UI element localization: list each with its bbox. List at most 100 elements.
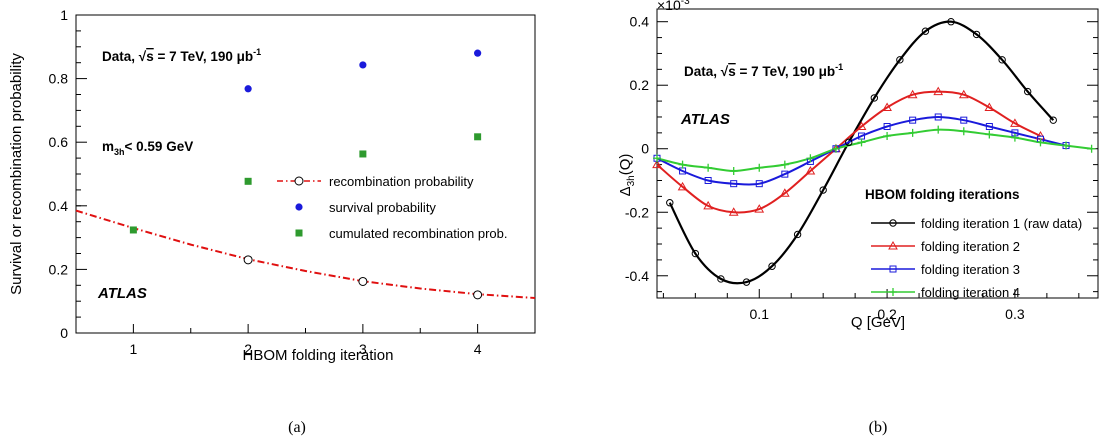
series-point-4 <box>883 132 892 141</box>
panel-b-atlas-label: ATLAS <box>680 111 730 128</box>
series-point-4 <box>857 138 866 147</box>
series-point-1 <box>921 27 930 35</box>
panel-b-ytick-label: 0.2 <box>630 77 650 93</box>
legend-label-4: folding iteration 4 <box>921 285 1020 300</box>
series-point-3 <box>934 113 942 121</box>
series-point-2 <box>958 89 969 99</box>
series-point-3 <box>909 116 917 124</box>
series-point-4 <box>908 128 917 137</box>
panel-b-marks <box>652 18 1096 286</box>
cumulated-point <box>359 150 367 158</box>
cumulated-point <box>129 226 137 234</box>
panel-b-xlabel: Q [GeV] <box>851 314 905 331</box>
panel-b-ticks: 0.1 0.2 0.3 -0.4 -0.2 0 0.2 0.4 <box>625 14 1098 322</box>
series-point-1 <box>972 30 981 39</box>
series-point-1 <box>691 249 700 258</box>
series-point-2 <box>677 181 688 191</box>
series-point-4 <box>755 163 764 172</box>
series-point-2 <box>933 86 944 96</box>
panel-b-xtick-label: 0.1 <box>750 306 770 322</box>
legend-survival-label: survival probability <box>329 200 436 215</box>
recombination-point <box>358 276 368 286</box>
panel-a-data-label: Data, √s = 7 TeV, 190 μb-1 <box>102 47 261 64</box>
series-point-4 <box>806 154 815 163</box>
panel-a-ytick-label: 1 <box>60 7 68 23</box>
series-point-1 <box>896 56 904 64</box>
legend-label-3: folding iteration 3 <box>921 262 1020 277</box>
series-point-4 <box>704 163 713 172</box>
panel-b-ytick-label: -0.2 <box>625 204 649 220</box>
legend-recomb-marker <box>294 176 304 186</box>
series-point-1 <box>1049 116 1057 124</box>
series-point-1 <box>742 278 751 286</box>
series-point-3 <box>960 116 968 124</box>
series-point-4 <box>934 125 943 134</box>
panel-b-ytick-label: 0 <box>641 141 649 157</box>
series-point-3 <box>730 180 738 188</box>
panel-b-data-label: Data, √s = 7 TeV, 190 μb-1 <box>684 62 843 79</box>
series-point-1 <box>793 230 802 239</box>
series-point-2 <box>703 200 713 210</box>
series-point-4 <box>729 166 738 175</box>
series-curve-1 <box>668 20 1055 285</box>
panel-a-atlas-label: ATLAS <box>97 285 147 302</box>
series-point-4 <box>1087 144 1096 153</box>
series-point-3 <box>985 123 993 131</box>
series-point-2 <box>856 121 867 131</box>
panel-b-frame <box>656 8 1099 299</box>
series-point-1 <box>768 262 776 270</box>
series-point-2 <box>728 207 739 216</box>
panel-a-ytick-label: 0.2 <box>49 261 69 277</box>
panel-a-fit-curve <box>75 209 536 299</box>
panel-a-xtick-label: 4 <box>474 341 482 357</box>
panel-a-legend: recombination probability survival proba… <box>277 174 508 241</box>
series-point-2 <box>882 102 892 111</box>
series-point-1 <box>717 275 725 283</box>
series-point-1 <box>819 186 827 194</box>
legend-marker-2 <box>888 240 898 250</box>
panel-a: 1 2 3 4 0 0.2 0.4 0.6 0.8 1 HBOM folding iteratio… <box>8 7 536 364</box>
series-point-3 <box>883 123 891 131</box>
panel-b-scale-label: ×10-3 <box>657 0 690 13</box>
panel-a-ytick-label: 0.6 <box>49 134 69 150</box>
panel-a-xtick-label: 2 <box>244 341 252 357</box>
panel-b-xtick-label: 0.2 <box>877 306 897 322</box>
panel-a-ytick-label: 0.4 <box>49 198 69 214</box>
series-point-1 <box>1023 87 1032 96</box>
series-curve-2 <box>656 90 1041 214</box>
series-point-2 <box>805 165 816 175</box>
legend-marker-3 <box>889 265 897 273</box>
series-point-4 <box>1062 141 1071 150</box>
series-point-3 <box>781 170 789 178</box>
legend-cumulated-marker <box>295 229 303 237</box>
panel-a-xlabel: HBOM folding iteration <box>243 347 394 364</box>
series-point-4 <box>985 130 994 139</box>
panel-b-legend: folding iteration 1 (raw data) folding it… <box>871 216 1082 300</box>
series-point-1 <box>870 94 879 102</box>
panel-b-xtick-label: 0.3 <box>1005 306 1025 322</box>
series-point-2 <box>754 204 765 213</box>
series-point-4 <box>1010 133 1019 142</box>
series-point-2 <box>652 159 662 169</box>
caption-b: (b) <box>869 419 888 436</box>
panel-a-ytick-label: 0.8 <box>49 71 69 87</box>
panel-a-mass-cut: m3h< 0.59 GeV <box>102 139 193 157</box>
legend-cumulated-label: cumulated recombination prob. <box>329 226 508 241</box>
legend-label-1: folding iteration 1 (raw data) <box>921 216 1082 231</box>
series-point-3 <box>704 176 712 184</box>
caption-a: (a) <box>288 419 306 436</box>
series-point-2 <box>779 188 790 197</box>
legend-marker-4 <box>889 288 897 296</box>
panel-b-ylabel: Δ3h(Q) <box>617 154 637 197</box>
panel-a-xtick-label: 1 <box>129 341 137 357</box>
series-curve-3 <box>656 115 1067 186</box>
survival-point <box>359 61 367 69</box>
survival-point <box>244 85 252 93</box>
series-point-1 <box>666 199 674 207</box>
panel-b-ytick-label: 0.4 <box>630 14 650 30</box>
panel-a-ylabel: Survival or recombination probability <box>8 53 25 295</box>
series-point-1 <box>845 138 853 147</box>
series-point-4 <box>831 144 840 153</box>
series-point-4 <box>1036 138 1045 147</box>
